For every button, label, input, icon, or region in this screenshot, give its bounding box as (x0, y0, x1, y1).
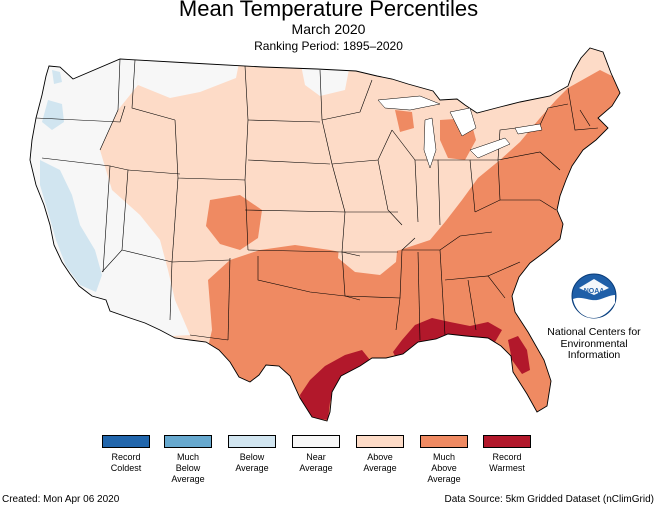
legend-item-record-warmest: Record Warmest (477, 435, 537, 474)
state-borders (29, 47, 621, 422)
region-above-average-arkansas (338, 232, 398, 275)
great-lakes (377, 95, 543, 169)
region-much-above-average-colorado (206, 195, 262, 250)
legend-swatch (292, 435, 340, 448)
region-record-warmest-gulf-coast (393, 318, 502, 362)
created-date: Created: Mon Apr 06 2020 (2, 494, 120, 505)
noaa-logo: NOAA (571, 273, 617, 319)
legend-label: Much Below Average (171, 452, 205, 484)
legend-label: Near Average (299, 452, 333, 473)
region-much-above-average-wisconsin (395, 110, 414, 132)
legend-swatch (164, 435, 212, 448)
legend-swatch (228, 435, 276, 448)
legend-swatch (420, 435, 468, 448)
region-below-average-california (40, 160, 102, 292)
region-below-average-oregon (42, 100, 64, 130)
legend-item-near-average: Near Average (286, 435, 346, 474)
legend-label: Below Average (235, 452, 269, 473)
legend-item-much-below-average: Much Below Average (158, 435, 218, 485)
legend-label: Record Coldest (110, 452, 142, 473)
legend-item-below-average: Below Average (222, 435, 282, 474)
map-title: Mean Temperature Percentiles (178, 0, 479, 21)
region-below-average-washington (52, 70, 62, 84)
noaa-logo-text: NOAA (584, 288, 605, 295)
data-source: Data Source: 5km Gridded Dataset (nClimG… (444, 494, 654, 505)
region-record-warmest-texas-coast (300, 350, 370, 420)
legend-item-record-coldest: Record Coldest (96, 435, 156, 474)
map-subtitle: March 2020 (291, 21, 366, 37)
org-name: National Centers for Environmental Infor… (547, 326, 641, 361)
legend-item-above-average: Above Average (350, 435, 410, 474)
ranking-period: Ranking Period: 1895–2020 (254, 39, 403, 53)
legend-label: Above Average (363, 452, 397, 473)
legend-item-much-above-average: Much Above Average (414, 435, 474, 485)
legend-swatch (483, 435, 531, 448)
legend-swatch (356, 435, 404, 448)
legend-label: Much Above Average (427, 452, 461, 484)
legend-label: Record Warmest (489, 452, 525, 473)
legend-swatch (102, 435, 150, 448)
region-record-warmest-florida (508, 336, 530, 374)
